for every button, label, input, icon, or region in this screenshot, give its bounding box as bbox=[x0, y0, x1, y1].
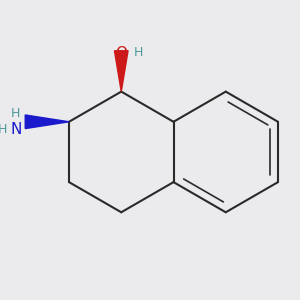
Text: N: N bbox=[11, 122, 22, 137]
Text: H: H bbox=[0, 123, 8, 136]
Polygon shape bbox=[25, 115, 69, 129]
Text: H: H bbox=[11, 107, 20, 121]
Text: O: O bbox=[115, 46, 127, 61]
Polygon shape bbox=[114, 51, 128, 92]
Text: H: H bbox=[134, 46, 143, 59]
